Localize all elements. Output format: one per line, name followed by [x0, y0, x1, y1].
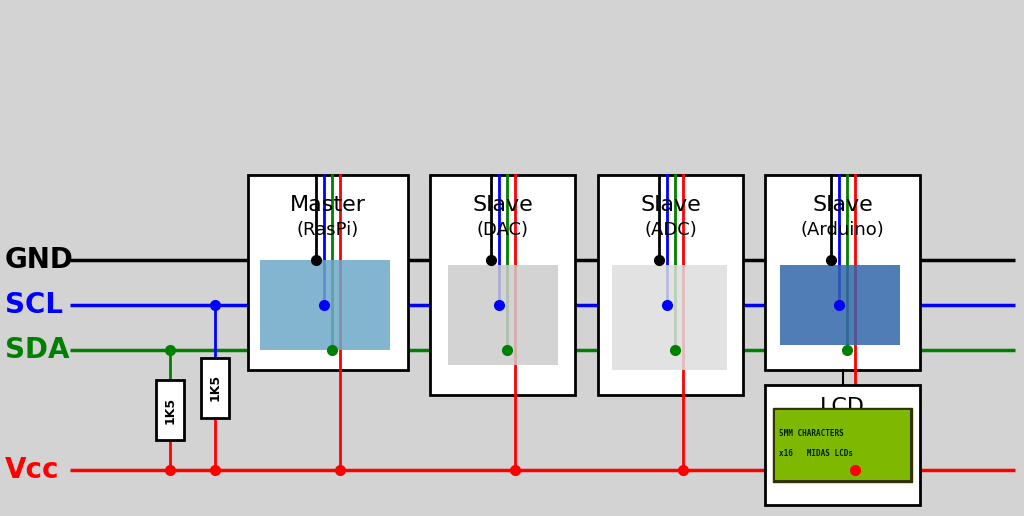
Text: 5MM CHARACTERS: 5MM CHARACTERS — [779, 428, 844, 438]
Text: GND: GND — [5, 246, 74, 274]
Bar — [156, 380, 184, 440]
Bar — [248, 175, 408, 370]
Bar — [430, 175, 575, 395]
Text: LCD: LCD — [820, 397, 865, 417]
Bar — [775, 410, 910, 480]
Text: (ADC): (ADC) — [644, 221, 697, 239]
Bar — [765, 175, 920, 370]
Text: SCL: SCL — [5, 291, 63, 319]
Bar — [780, 265, 900, 345]
Text: (RasPi): (RasPi) — [297, 221, 359, 239]
Text: (Arduino): (Arduino) — [801, 221, 885, 239]
Text: Vcc: Vcc — [5, 456, 59, 484]
Text: 1K5: 1K5 — [164, 396, 176, 424]
Bar — [598, 175, 743, 395]
Bar — [773, 408, 912, 482]
Text: 1K5: 1K5 — [209, 374, 221, 401]
Text: (DAC): (DAC) — [476, 221, 528, 239]
Text: x16   MIDAS LCDs: x16 MIDAS LCDs — [779, 448, 853, 458]
Bar — [449, 265, 558, 365]
Bar — [201, 358, 229, 417]
Bar — [612, 265, 727, 370]
Bar — [260, 260, 390, 350]
Text: SDA: SDA — [5, 336, 70, 364]
Bar — [765, 385, 920, 505]
Text: Slave: Slave — [640, 195, 700, 215]
Text: Slave: Slave — [472, 195, 532, 215]
Text: Master: Master — [290, 195, 366, 215]
Text: Slave: Slave — [812, 195, 872, 215]
